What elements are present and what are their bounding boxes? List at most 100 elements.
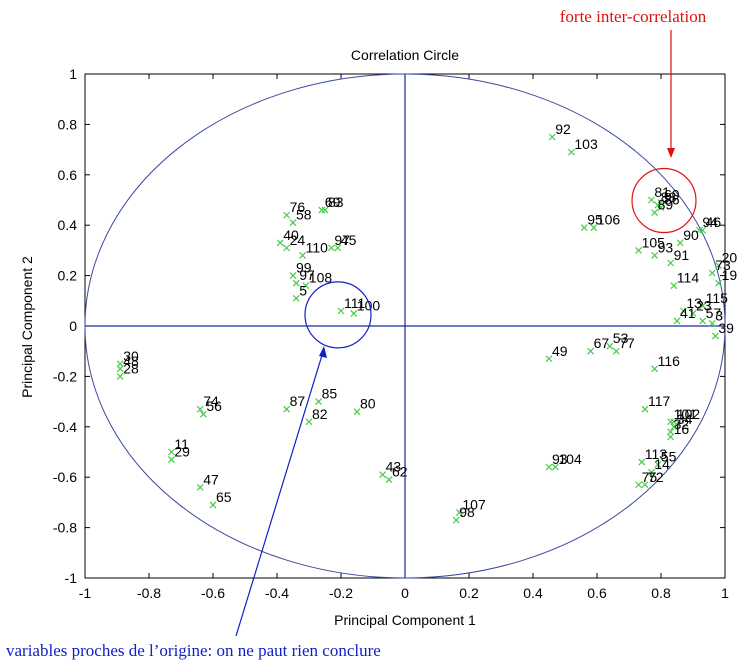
x-marker: [699, 226, 707, 234]
data-point: 72: [641, 469, 664, 489]
y-tick-label: -0.8: [53, 520, 77, 536]
point-label: 89: [658, 197, 674, 213]
x-marker: [635, 481, 643, 489]
y-tick-label: -1: [65, 570, 78, 586]
x-marker: [651, 365, 659, 373]
x-marker: [292, 294, 300, 302]
data-point: 19: [715, 267, 738, 287]
data-point: 103: [567, 136, 598, 156]
point-label: 20: [722, 250, 738, 266]
point-label: 53: [613, 330, 629, 346]
x-marker: [590, 224, 598, 232]
x-marker: [327, 244, 335, 252]
x-marker: [350, 309, 358, 317]
x-marker: [209, 501, 217, 509]
data-point: 97: [327, 232, 350, 252]
data-point: 28: [116, 360, 139, 380]
data-point: 62: [385, 464, 408, 484]
point-label: 74: [203, 393, 219, 409]
x-marker: [379, 471, 387, 479]
data-point: 85: [315, 386, 338, 406]
x-tick-label: 0.6: [587, 585, 607, 601]
point-label: 86: [664, 192, 680, 208]
annotation-correlation-note: forte inter-correlation: [560, 7, 707, 26]
y-axis-label: Principal Component 2: [19, 256, 35, 398]
x-tick-label: -1: [79, 585, 92, 601]
data-point: 39: [711, 320, 734, 340]
data-point: 107: [455, 496, 486, 516]
data-point: 65: [209, 489, 232, 509]
annotations: forte inter-correlation variables proches…: [6, 7, 707, 660]
point-label: 72: [648, 469, 664, 485]
point-label: 34: [677, 411, 693, 427]
x-marker: [567, 148, 575, 156]
data-point: 11: [167, 436, 189, 456]
x-marker: [452, 516, 460, 524]
point-label: 98: [459, 504, 475, 520]
point-label: 115: [706, 290, 729, 306]
data-point: 16: [667, 421, 689, 441]
data-point: 29: [167, 444, 190, 463]
point-label: 73: [715, 257, 731, 273]
annotation-origin-note: variables proches de l’origine: on ne pa…: [6, 641, 381, 660]
point-label: 19: [722, 267, 738, 283]
data-point: 87: [283, 393, 305, 413]
data-point: 98: [452, 504, 475, 524]
data-point: 115: [699, 290, 729, 310]
point-label: 5: [299, 282, 307, 298]
point-label: 60: [664, 187, 680, 203]
point-label: 47: [203, 471, 219, 487]
data-point: 20: [715, 250, 738, 269]
point-label: 97: [334, 232, 350, 248]
point-label: 94: [702, 214, 718, 230]
x-tick-label: -0.8: [137, 585, 161, 601]
x-marker: [654, 461, 662, 469]
x-marker: [196, 483, 204, 491]
data-point: 80: [353, 396, 376, 416]
x-marker: [289, 219, 297, 227]
data-point: 113: [638, 446, 667, 466]
point-label: 104: [558, 451, 582, 467]
point-label: 117: [648, 393, 671, 409]
x-marker: [385, 476, 393, 484]
x-tick-label: -0.6: [201, 585, 225, 601]
data-point: 110: [299, 239, 328, 259]
data-point: 108: [302, 270, 332, 290]
arrowhead-red: [667, 148, 675, 158]
data-point: 46: [699, 214, 721, 234]
x-marker: [289, 272, 297, 280]
x-marker: [651, 209, 659, 217]
data-point: 117: [641, 393, 671, 413]
point-label: 65: [216, 489, 232, 505]
point-label: 29: [174, 444, 190, 460]
point-label: 14: [654, 456, 670, 472]
point-label: 76: [290, 199, 306, 215]
data-point: 41: [673, 305, 696, 325]
data-point: 116: [651, 353, 680, 373]
point-label: 48: [123, 353, 139, 369]
x-tick-label: 0.2: [459, 585, 479, 601]
x-marker: [670, 418, 678, 426]
point-label: 103: [574, 136, 598, 152]
x-marker: [315, 398, 323, 406]
data-point: 105: [635, 234, 665, 254]
x-marker: [455, 509, 463, 516]
point-label: 81: [654, 184, 670, 200]
point-label: 100: [357, 297, 381, 313]
y-tick-label: 0.8: [58, 116, 78, 132]
x-tick-label: -0.4: [265, 585, 289, 601]
point-label: 85: [322, 386, 338, 402]
x-marker: [612, 347, 620, 355]
data-point: 102: [670, 406, 700, 426]
highlight-circle-blue: [304, 281, 372, 349]
x-marker: [699, 317, 707, 325]
x-marker: [670, 423, 678, 431]
arrowhead-blue: [319, 346, 327, 358]
data-point: 106: [590, 212, 620, 232]
x-marker: [657, 204, 665, 211]
arrow-blue: [235, 351, 324, 637]
x-marker: [667, 259, 675, 267]
point-label: 32: [674, 416, 690, 432]
